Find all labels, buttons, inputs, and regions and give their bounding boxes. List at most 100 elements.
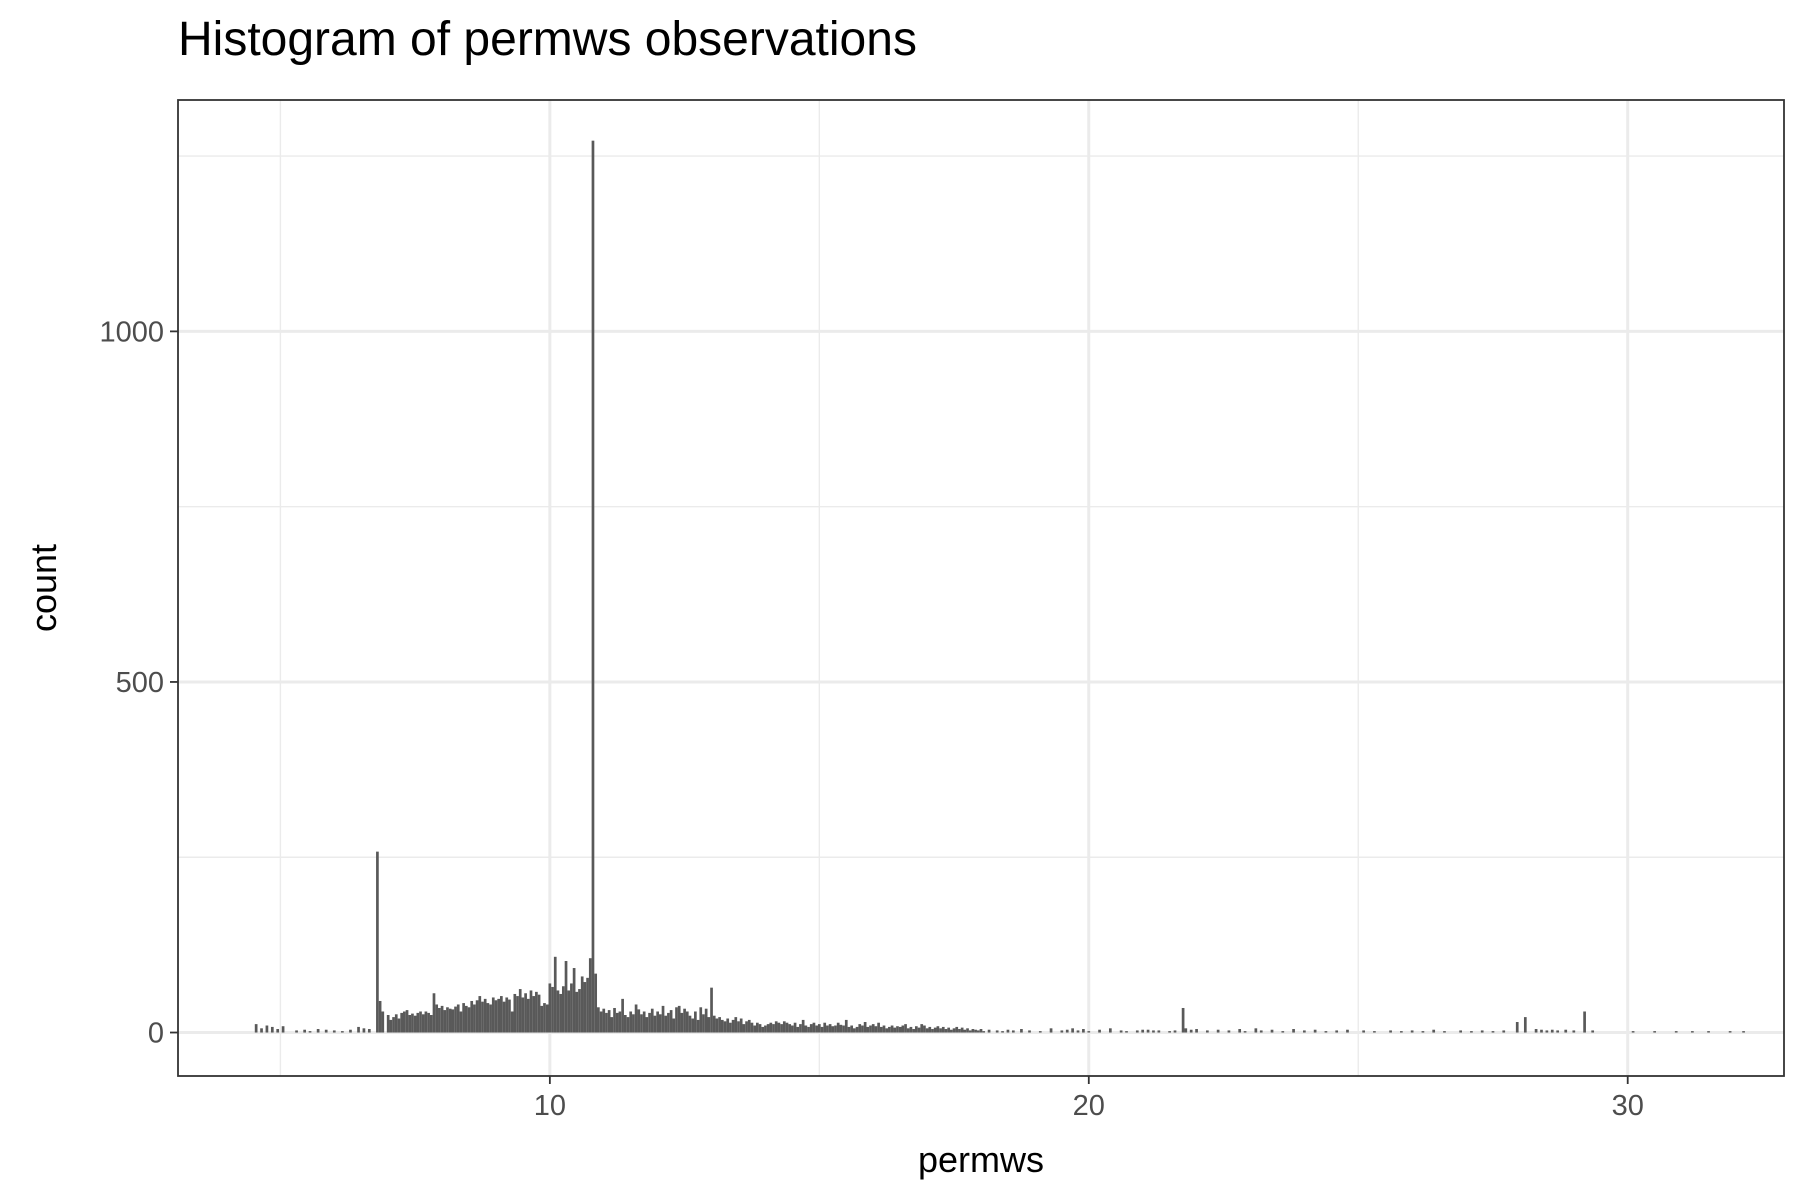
histogram-bar (782, 1021, 786, 1033)
histogram-bar (1502, 1030, 1506, 1033)
histogram-bar (1173, 1030, 1177, 1033)
histogram-bar (308, 1031, 312, 1033)
histogram-bar (561, 986, 565, 1033)
histogram-bar (656, 1011, 659, 1033)
histogram-bar (467, 1007, 471, 1033)
x-tick-label: 10 (534, 1090, 566, 1122)
histogram-bar (1572, 1030, 1576, 1033)
histogram-bar (1674, 1031, 1678, 1033)
histogram-bar (1491, 1031, 1495, 1033)
histogram-bar (904, 1024, 907, 1033)
histogram-bar (928, 1026, 932, 1033)
histogram-bar (658, 1014, 662, 1033)
histogram-bar (1125, 1031, 1128, 1033)
histogram-bar (505, 997, 509, 1033)
histogram-bar (1181, 1007, 1185, 1033)
histogram-bar (421, 1014, 425, 1033)
histogram-bar (804, 1025, 808, 1033)
histogram-bar (605, 1012, 608, 1033)
histogram-bar (270, 1026, 274, 1033)
histogram-bar (1227, 1030, 1231, 1033)
histogram-bar (820, 1026, 824, 1033)
histogram-bar (408, 1015, 412, 1033)
histogram-bar (362, 1028, 366, 1033)
histogram-bar (850, 1025, 854, 1033)
histogram-bar (281, 1026, 285, 1033)
histogram-bar (645, 1017, 649, 1033)
histogram-bar (672, 1018, 676, 1033)
histogram-bar (567, 990, 571, 1033)
histogram-bar (729, 1022, 732, 1033)
histogram-bar (675, 1007, 678, 1033)
histogram-bar (405, 1010, 409, 1033)
histogram-bar (766, 1024, 770, 1033)
histogram-bar (664, 1015, 668, 1033)
histogram-bar (475, 1000, 479, 1033)
histogram-bar (723, 1021, 727, 1033)
histogram-bar (618, 1011, 622, 1033)
histogram-bar (1259, 1030, 1263, 1033)
histogram-bar (637, 1009, 641, 1033)
histogram-bar (882, 1025, 886, 1033)
histogram-bar (704, 1008, 708, 1033)
histogram-bar (796, 1026, 800, 1033)
histogram-bar (1119, 1030, 1123, 1033)
histogram-bar (847, 1026, 851, 1033)
histogram-bar (739, 1018, 743, 1033)
histogram-bar (424, 1011, 428, 1033)
histogram-bar (742, 1024, 746, 1033)
histogram-bar (265, 1025, 269, 1033)
histogram-bar (995, 1030, 999, 1033)
histogram-bar (809, 1024, 813, 1033)
histogram-bar (1168, 1031, 1171, 1033)
histogram-bar (982, 1031, 986, 1033)
histogram-bar (1243, 1031, 1247, 1033)
histogram-bar (901, 1025, 905, 1033)
histogram-bar (944, 1029, 948, 1033)
histogram-bar (1071, 1028, 1074, 1033)
histogram-bar (1292, 1029, 1295, 1033)
histogram-bar (888, 1026, 891, 1033)
histogram-bar (823, 1022, 827, 1033)
histogram-bar (642, 1011, 646, 1033)
histogram-bar (400, 1012, 404, 1033)
histogram-bar (634, 1004, 638, 1033)
histogram-bar (923, 1025, 926, 1033)
histogram-bar (540, 1005, 544, 1033)
histogram-bar (470, 1000, 474, 1033)
histogram-bar (890, 1025, 894, 1033)
histogram-bar (1653, 1031, 1657, 1033)
histogram-bar (1707, 1031, 1710, 1033)
histogram-bar (699, 1007, 703, 1033)
x-axis-title: permws (918, 1139, 1044, 1180)
histogram-bar (532, 996, 536, 1033)
histogram-bar (1313, 1029, 1317, 1033)
histogram-bar (831, 1026, 835, 1033)
histogram-bar (958, 1029, 961, 1033)
histogram-bar (669, 1010, 673, 1033)
histogram-bar (464, 1005, 468, 1033)
histogram-bar (1060, 1030, 1064, 1033)
histogram-bar (508, 999, 511, 1033)
histogram-bar (1728, 1031, 1732, 1033)
histogram-bar (731, 1019, 735, 1033)
histogram-bar (737, 1021, 740, 1033)
histogram-bar (446, 1007, 449, 1033)
histogram-bar (960, 1027, 964, 1033)
histogram-bars (254, 140, 1745, 1033)
histogram-bar (702, 1014, 705, 1033)
histogram-bar (429, 1015, 433, 1033)
histogram-bar (564, 961, 568, 1033)
histogram-bar (680, 1012, 684, 1033)
histogram-bar (920, 1024, 924, 1033)
histogram-bar (494, 1000, 498, 1033)
histogram-bar (1540, 1029, 1543, 1033)
histogram-bar (394, 1014, 398, 1033)
histogram-bar (696, 1019, 700, 1033)
histogram-bar (397, 1018, 401, 1033)
histogram-bar (667, 1012, 670, 1033)
histogram-bar (454, 1006, 457, 1033)
histogram-bar (936, 1026, 940, 1033)
histogram-bar (1157, 1030, 1161, 1033)
histogram-bar (621, 998, 624, 1033)
